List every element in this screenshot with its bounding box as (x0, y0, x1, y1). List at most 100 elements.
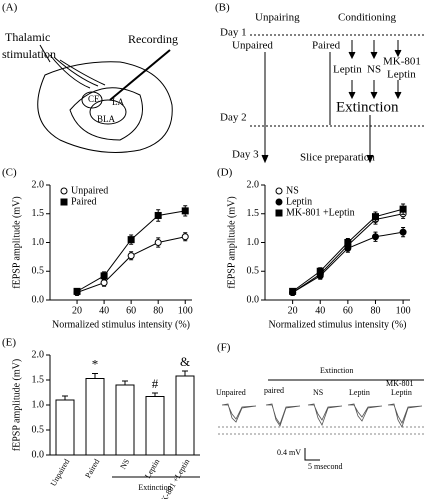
error-bar (182, 370, 188, 376)
x-tick-label: 40 (315, 305, 325, 316)
annotation: # (152, 376, 159, 391)
marker (73, 287, 81, 295)
marker (181, 233, 189, 241)
y-tick-label: 2.0 (32, 179, 45, 190)
label: Unpaired (232, 40, 273, 52)
marker (289, 287, 297, 295)
y-axis-label: fEPSP amplitude (mV) (11, 196, 22, 288)
y-tick-label: 2.0 (32, 349, 45, 360)
arrowheads (261, 49, 402, 164)
line (76, 236, 186, 293)
y-tick-label: 0.5 (32, 266, 45, 277)
ce (81, 91, 103, 109)
scale-bar (304, 448, 320, 461)
panel-label: (B) (215, 2, 230, 14)
bar (55, 399, 75, 456)
panel-label: (C) (2, 167, 17, 179)
x-tick-label: 20 (72, 305, 82, 316)
line (76, 210, 186, 292)
label: CE (88, 94, 100, 104)
marker (154, 211, 162, 219)
panel-label: (F) (217, 342, 231, 354)
label: Day 2 (220, 112, 247, 124)
amygdala (69, 87, 143, 141)
label: Paired (312, 40, 341, 52)
x-tick-label: Paired (83, 457, 101, 479)
la (89, 99, 127, 125)
marker (399, 228, 407, 236)
marker (344, 239, 352, 246)
traces (221, 403, 423, 428)
arrows (264, 40, 399, 160)
error-bar (152, 392, 158, 397)
fibers (49, 54, 106, 89)
label: NS (367, 64, 381, 76)
error-bar (62, 395, 68, 400)
x-tick-label: 20 (288, 305, 298, 316)
x-tick-label: NS (118, 457, 131, 470)
label: MK-801 (386, 379, 414, 388)
label: Leptin (391, 388, 412, 397)
y-tick-label: 2.0 (247, 179, 260, 190)
bar (175, 375, 195, 456)
y-axis-label: fEPSP amplitude (mV) (11, 359, 22, 451)
y-axis-label: fEPSP amplitude (mV) (226, 196, 237, 288)
bar (85, 378, 105, 456)
label: Leptin (349, 388, 370, 397)
y-tick-label: 1.5 (247, 208, 260, 219)
x-tick-label: 100 (178, 305, 193, 316)
group-label: Extinction (138, 483, 171, 492)
marker (100, 272, 108, 280)
x-axis-label: Normalized stimulus intensity (%) (52, 319, 190, 330)
marker (127, 252, 135, 260)
marker (100, 279, 108, 287)
marker (275, 198, 283, 206)
label: stimulation (2, 47, 56, 61)
marker (399, 205, 407, 213)
annotation: * (92, 356, 99, 371)
panel-label: (A) (2, 2, 18, 14)
marker (154, 239, 162, 246)
label: Day 1 (220, 27, 247, 39)
bar (115, 384, 135, 456)
label: Leptin (333, 64, 362, 76)
y-tick-label: 1.0 (32, 237, 45, 248)
y-tick-label: 0.5 (247, 266, 260, 277)
panel-b: (B) Unpairing Conditioning Day 1 Unpaire… (215, 2, 425, 164)
marker (60, 187, 68, 195)
y-tick-label: 1.5 (32, 374, 45, 385)
y-tick-label: 1.0 (247, 237, 260, 248)
marker (275, 187, 283, 195)
bar (145, 396, 165, 456)
label: 5 msecond (308, 462, 342, 471)
label: Conditioning (338, 12, 397, 24)
x-tick-label: 80 (370, 305, 380, 316)
panel-label: (D) (217, 167, 233, 179)
marker (60, 198, 68, 206)
label: Slice preparation (300, 152, 375, 164)
panel-a: (A) Thalamic stimulation Recording CE LA… (2, 2, 178, 153)
label: Recording (128, 32, 178, 46)
x-tick-label: 40 (99, 305, 109, 316)
annotation: & (180, 354, 190, 369)
legend-label: MK-801 +Leptin (286, 207, 355, 218)
x-tick-label: Unpaired (49, 457, 72, 487)
legend-label: Paired (71, 196, 97, 207)
y-tick-label: 0.0 (32, 449, 45, 460)
error-bar (122, 380, 128, 385)
label: Leptin (387, 69, 416, 81)
line (292, 213, 404, 293)
marker (371, 213, 379, 221)
x-tick-label: 60 (126, 305, 136, 316)
x-tick-label: MK-801 +Leptin (156, 457, 191, 499)
marker (316, 267, 324, 275)
legend-label: NS (286, 185, 299, 196)
label: paired (264, 386, 284, 395)
marker (181, 207, 189, 215)
label: Unpairing (255, 12, 300, 24)
x-tick-label: 100 (396, 305, 411, 316)
y-tick-label: 0.0 (32, 294, 45, 305)
x-axis-label: Normalized stimulus intensity (%) (268, 319, 406, 330)
stim-electrode (39, 44, 51, 63)
rec-electrode (109, 49, 171, 101)
